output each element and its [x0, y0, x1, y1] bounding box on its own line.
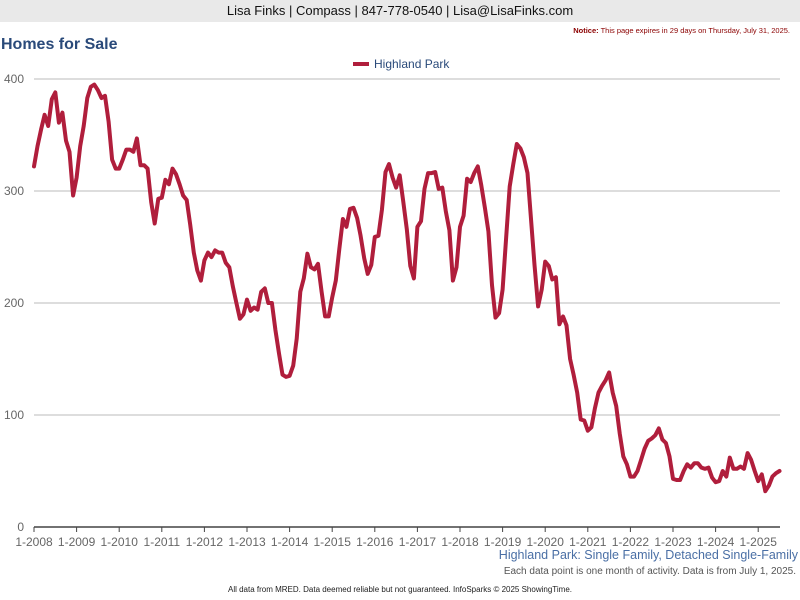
x-tick-label: 1-2015	[314, 535, 352, 549]
chart-legend: Highland Park	[353, 57, 449, 71]
notice-text: This page expires in 29 days on Thursday…	[600, 26, 790, 35]
x-tick-label: 1-2022	[612, 535, 650, 549]
y-tick-label: 100	[4, 408, 24, 422]
contact-header: Lisa Finks | Compass | 847-778-0540 | Li…	[0, 0, 800, 22]
x-tick-label: 1-2018	[441, 535, 479, 549]
x-tick-label: 1-2009	[58, 535, 96, 549]
chart-caption: Each data point is one month of activity…	[503, 566, 796, 577]
x-tick-label: 1-2025	[740, 535, 778, 549]
legend-label: Highland Park	[374, 57, 450, 71]
x-tick-label: 1-2014	[271, 535, 309, 549]
y-tick-label: 300	[4, 184, 24, 198]
y-tick-label: 0	[17, 520, 24, 534]
x-tick-label: 1-2008	[15, 535, 53, 549]
grid-layer	[34, 78, 780, 416]
series-line-0	[32, 82, 782, 494]
x-tick-label: 1-2010	[101, 535, 139, 549]
x-tick-label: 1-2016	[356, 535, 394, 549]
x-tick-label: 1-2017	[399, 535, 437, 549]
page-title: Homes for Sale	[1, 36, 118, 53]
y-tick-label: 200	[4, 296, 24, 310]
axis-layer: 0 100 200 300 400 1-2008 1-2009 1-2010 1-2011 1-2…	[4, 72, 780, 549]
x-tick-label: 1-2011	[144, 535, 181, 549]
page-footer: All data from MRED. Data deemed reliable…	[227, 585, 572, 594]
notice-label: Notice:	[573, 26, 599, 35]
x-tick-label: 1-2013	[228, 535, 266, 549]
x-tick-label: 1-2021	[569, 535, 607, 549]
y-tick-label: 400	[4, 72, 24, 86]
x-tick-label: 1-2012	[186, 535, 224, 549]
x-tick-label: 1-2024	[697, 535, 735, 549]
series-layer	[32, 82, 782, 494]
expiry-notice: Notice: This page expires in 29 days on …	[573, 26, 790, 35]
legend-swatch	[353, 62, 369, 66]
x-tick-label: 1-2023	[654, 535, 692, 549]
chart-subtitle: Highland Park: Single Family, Detached S…	[498, 548, 798, 562]
x-tick-label: 1-2020	[527, 535, 565, 549]
x-tick-label: 1-2019	[484, 535, 522, 549]
